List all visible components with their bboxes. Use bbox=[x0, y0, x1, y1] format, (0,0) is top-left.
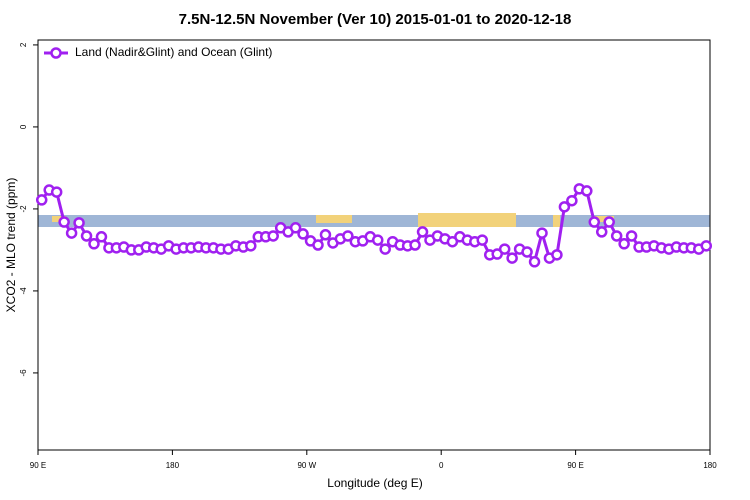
data-point bbox=[610, 230, 623, 242]
data-point bbox=[416, 226, 429, 238]
x-tick-label: 180 bbox=[166, 461, 180, 470]
data-point bbox=[58, 216, 70, 228]
legend: Land (Nadir&Glint) and Ocean (Glint) bbox=[44, 45, 272, 59]
data-point bbox=[476, 234, 489, 246]
data-point bbox=[50, 186, 63, 198]
data-point bbox=[88, 238, 100, 250]
map-band bbox=[38, 213, 710, 227]
data-point bbox=[618, 238, 630, 250]
data-point bbox=[536, 227, 548, 239]
x-tick-label: 0 bbox=[439, 461, 444, 470]
land-patch bbox=[418, 213, 516, 227]
chart-title: 7.5N-12.5N November (Ver 10) 2015-01-01 … bbox=[179, 11, 572, 28]
data-point bbox=[595, 226, 608, 238]
data-point bbox=[528, 256, 541, 268]
data-point bbox=[289, 222, 302, 234]
x-tick-label: 90 E bbox=[567, 461, 583, 470]
data-point bbox=[95, 231, 108, 243]
y-tick-label: -6 bbox=[19, 369, 28, 377]
data-point bbox=[566, 194, 578, 207]
x-tick-label: 180 bbox=[703, 461, 717, 470]
data-point bbox=[588, 216, 601, 228]
x-tick-label: 90 E bbox=[30, 461, 46, 470]
data-point bbox=[409, 239, 421, 251]
land-patch bbox=[553, 215, 560, 227]
data-point bbox=[297, 228, 309, 240]
data-point bbox=[342, 230, 354, 242]
ocean-band bbox=[38, 215, 710, 227]
data-point bbox=[371, 234, 384, 246]
x-axis-label: Longitude (deg E) bbox=[327, 476, 422, 490]
y-tick-label: -4 bbox=[19, 287, 28, 295]
land-patch bbox=[52, 216, 66, 222]
land-patch bbox=[316, 215, 352, 223]
data-point bbox=[558, 201, 571, 213]
data-point bbox=[73, 217, 85, 229]
data-point bbox=[498, 243, 511, 255]
data-point bbox=[521, 246, 533, 258]
data-point bbox=[581, 185, 593, 197]
data-point bbox=[319, 229, 332, 241]
x-tick-label: 90 W bbox=[297, 461, 316, 470]
data-point bbox=[603, 216, 615, 228]
y-axis-label: XCO2 - MLO trend (ppm) bbox=[4, 178, 18, 313]
y-tick-label: 2 bbox=[19, 42, 28, 47]
data-point bbox=[700, 240, 713, 252]
land-patch bbox=[594, 216, 614, 222]
data-point bbox=[379, 243, 391, 255]
data-point bbox=[267, 230, 279, 242]
data-point bbox=[35, 194, 48, 206]
data-point bbox=[80, 230, 93, 242]
data-point bbox=[625, 230, 638, 242]
y-tick-label: -2 bbox=[19, 205, 28, 213]
data-point bbox=[312, 239, 324, 251]
data-point bbox=[551, 249, 563, 261]
data-point bbox=[245, 240, 257, 252]
data-point bbox=[65, 227, 78, 239]
legend-label: Land (Nadir&Glint) and Ocean (Glint) bbox=[75, 45, 272, 59]
data-point bbox=[506, 252, 518, 264]
legend-marker bbox=[50, 47, 62, 59]
y-tick-label: 0 bbox=[19, 124, 28, 129]
